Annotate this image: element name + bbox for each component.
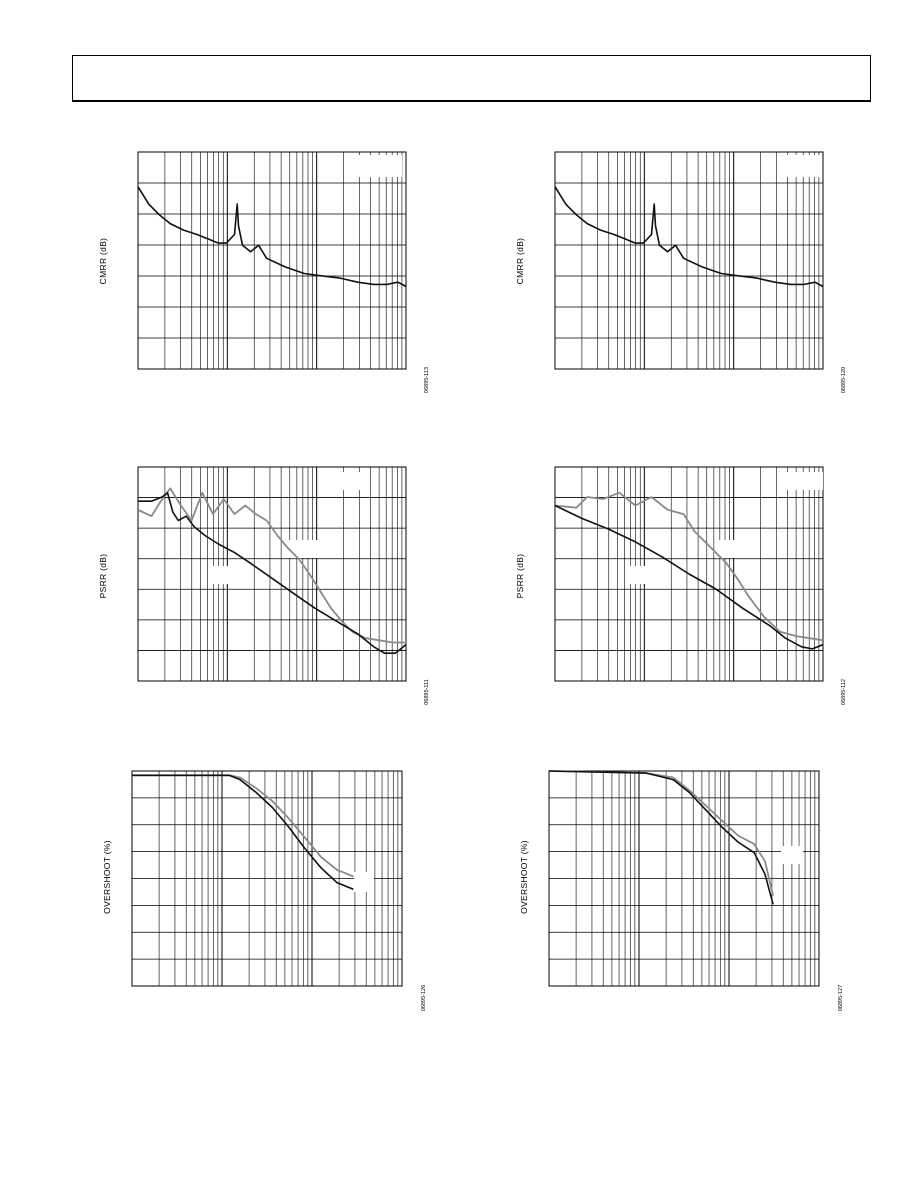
page-header-box: [72, 55, 871, 102]
series-line: [548, 770, 774, 905]
legend-box: [354, 872, 374, 892]
series-line: [554, 504, 824, 650]
legend-box: [288, 540, 320, 558]
series-line: [548, 770, 774, 896]
legend-box: [210, 566, 244, 584]
plot-frame: [137, 151, 407, 370]
series-line: [132, 774, 354, 878]
legend-box: [781, 846, 803, 864]
series-line: [137, 186, 407, 288]
legend-box: [625, 566, 653, 584]
legend-box: [326, 472, 366, 490]
series-line: [137, 487, 406, 644]
plot-frame: [554, 151, 824, 370]
plot-frame: [137, 466, 407, 682]
legend-box: [350, 155, 402, 177]
legend-box: [717, 540, 743, 558]
legend-box: [785, 155, 821, 177]
series-line: [132, 774, 354, 891]
plot-frame: [554, 466, 824, 682]
series-line: [554, 186, 824, 288]
series-line: [138, 491, 407, 655]
series-line: [554, 491, 824, 642]
legend-box: [783, 472, 823, 490]
